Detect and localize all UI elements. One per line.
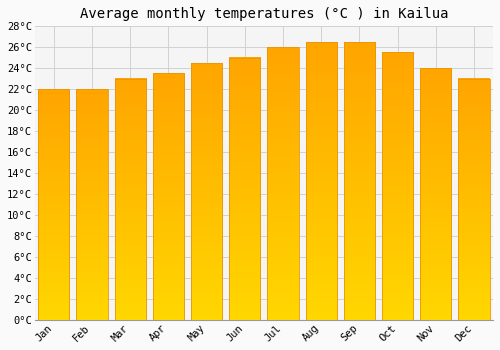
Bar (152, 74, 184, 320)
Title: Average monthly temperatures (°C ) in Kailua: Average monthly temperatures (°C ) in Ka… (80, 7, 448, 21)
Bar (191, 63, 222, 320)
Bar (344, 42, 375, 320)
Bar (76, 89, 108, 320)
Bar (420, 68, 452, 320)
Bar (268, 47, 298, 320)
Bar (382, 52, 413, 320)
Bar (114, 79, 146, 320)
Bar (38, 89, 70, 320)
Bar (458, 79, 490, 320)
Bar (306, 42, 337, 320)
Bar (229, 58, 260, 320)
